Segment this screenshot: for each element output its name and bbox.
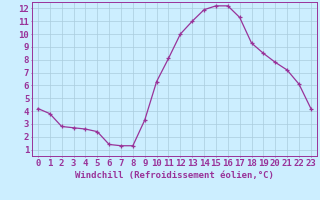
X-axis label: Windchill (Refroidissement éolien,°C): Windchill (Refroidissement éolien,°C) [75,171,274,180]
